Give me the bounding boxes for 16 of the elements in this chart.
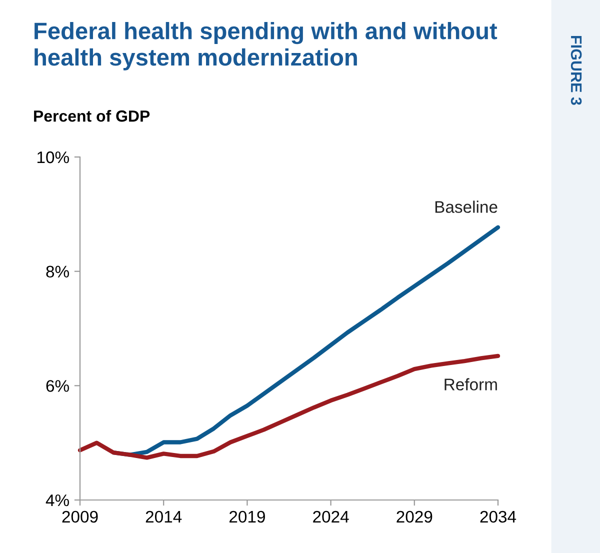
caption: FIGURE 3 [570, 36, 582, 105]
line-series [78, 354, 500, 460]
x-tick-label: 2009 [62, 510, 98, 523]
chart-title: Federal health spending with and without health system modernization [34, 22, 498, 70]
x-tick-label: 2034 [480, 510, 516, 523]
x-tick-label: 2019 [230, 510, 265, 523]
y-tick-label: 8% [46, 266, 69, 278]
y-tick-label: 6% [46, 380, 69, 392]
x-tick-label: 2029 [396, 510, 432, 523]
y-tick-label: 4% [46, 494, 69, 506]
y-axis-title: Percent of GDP [34, 110, 150, 122]
series-label: Reform [444, 378, 497, 390]
x-tick-label: 2014 [146, 510, 182, 523]
x-tick-label: 2024 [313, 510, 349, 523]
series-label: Baseline [435, 200, 498, 213]
y-tick-label: 10% [37, 151, 69, 164]
